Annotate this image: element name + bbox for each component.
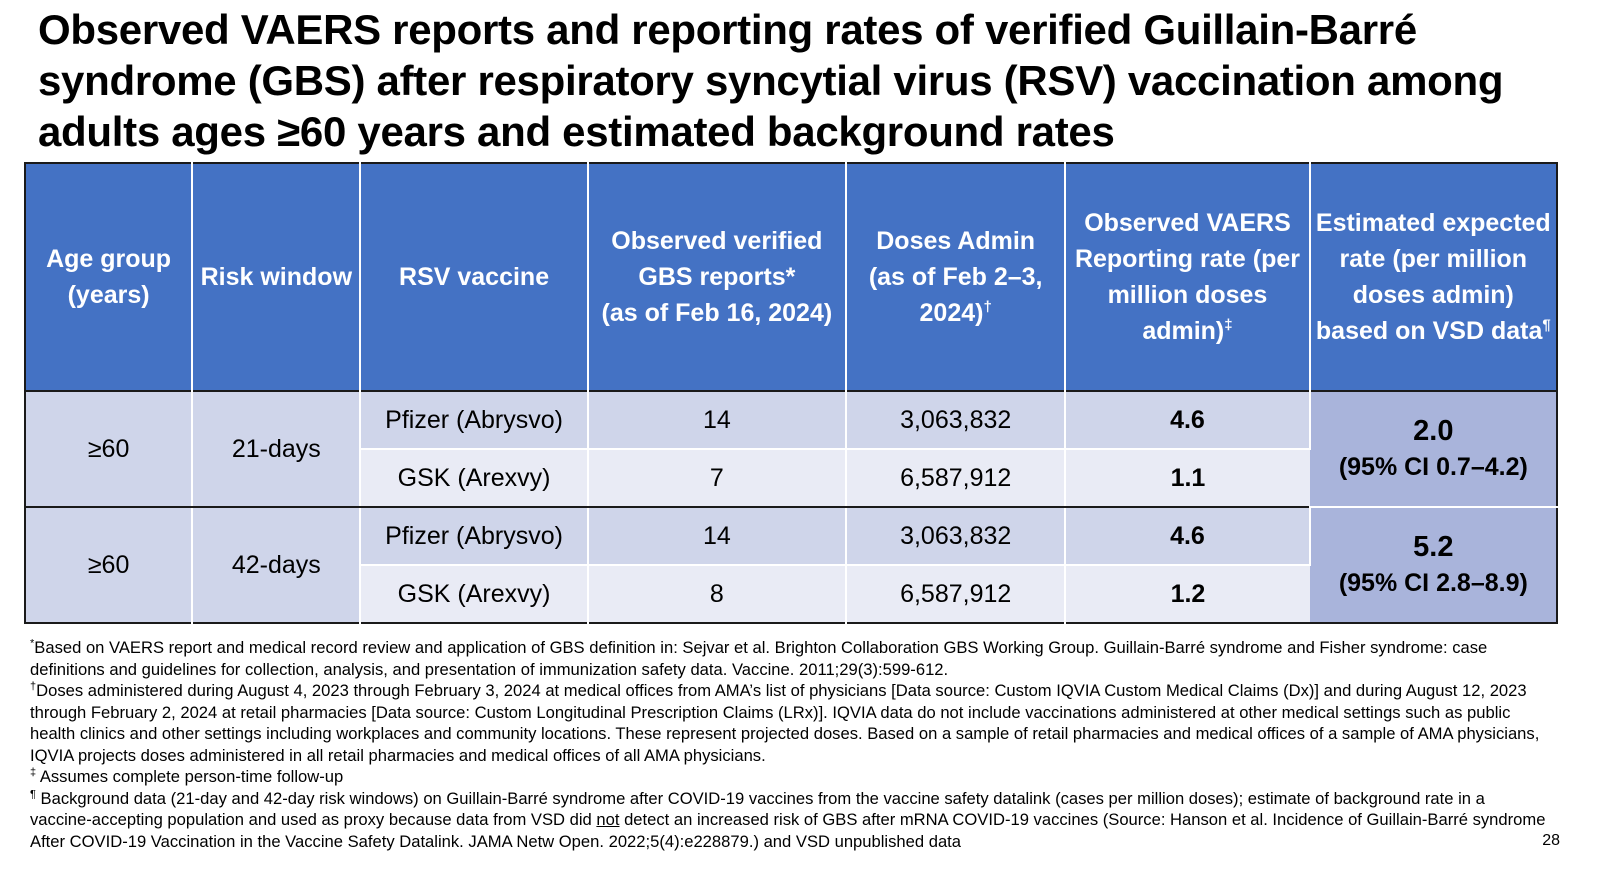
reports-cell: 14 <box>587 391 848 450</box>
footnote-pilcrow-text-before: Background data (21-day and 42-day risk … <box>30 788 1485 830</box>
table-header-row: Age group (years) Risk window RSV vaccin… <box>25 163 1557 391</box>
header-expected-rate-label: Estimated expected rate (per million dos… <box>1315 209 1551 345</box>
vaccine-cell: Pfizer (Abrysvo) <box>360 391 589 450</box>
expected-rate-ci: (95% CI 2.8–8.9) <box>1338 569 1528 597</box>
expected-rate-value: 5.2 <box>1413 531 1454 563</box>
expected-rate-cell: 2.0 (95% CI 0.7–4.2) <box>1309 391 1557 508</box>
vaccine-cell: GSK (Arexvy) <box>360 565 589 623</box>
vaccine-cell: GSK (Arexvy) <box>360 449 589 508</box>
header-doses-date: (as of Feb 2–3, 2024) <box>868 263 1043 327</box>
header-observed-reports-date: (as of Feb 16, 2024) <box>601 299 833 327</box>
header-reporting-rate: Observed VAERS Reporting rate (per milli… <box>1065 163 1311 391</box>
header-observed-reports-label: Observed verified GBS reports* <box>611 227 823 291</box>
footnote-star: *Based on VAERS report and medical recor… <box>30 637 1550 680</box>
header-expected-rate: Estimated expected rate (per million dos… <box>1309 163 1557 391</box>
age-group-cell: ≥60 <box>25 507 194 623</box>
dagger-mark: † <box>983 298 992 316</box>
gbs-rates-table: Age group (years) Risk window RSV vaccin… <box>24 162 1558 624</box>
table-row: ≥60 21-days Pfizer (Abrysvo) 14 3,063,83… <box>25 391 1557 508</box>
reports-cell: 8 <box>587 565 848 623</box>
header-reporting-rate-label: Observed VAERS Reporting rate (per milli… <box>1074 209 1300 345</box>
doses-cell: 6,587,912 <box>846 565 1067 623</box>
footnote-pilcrow-mark: ¶ <box>30 787 36 800</box>
header-age-group: Age group (years) <box>25 163 194 391</box>
header-risk-window: Risk window <box>192 163 362 391</box>
table-row: GSK (Arexvy) 7 6,587,912 1.1 <box>25 449 1557 508</box>
footnote-dagger-text: Doses administered during August 4, 2023… <box>30 681 1540 765</box>
reports-cell: 14 <box>587 507 848 566</box>
reporting-rate-cell: 4.6 <box>1065 507 1311 566</box>
reporting-rate-cell: 1.2 <box>1065 565 1310 623</box>
footnote-pilcrow-text-after: detect an increased risk of GBS after mR… <box>30 810 1546 851</box>
doses-cell: 3,063,832 <box>846 391 1067 450</box>
header-rsv-vaccine: RSV vaccine <box>360 163 589 391</box>
header-doses-label: Doses Admin <box>876 227 1036 255</box>
reporting-rate-cell: 1.1 <box>1065 449 1310 508</box>
footnote-star-mark: * <box>30 637 35 650</box>
header-observed-reports: Observed verified GBS reports* (as of Fe… <box>587 163 848 391</box>
footnotes: *Based on VAERS report and medical recor… <box>30 637 1550 852</box>
pilcrow-mark: ¶ <box>1542 316 1551 334</box>
double-dagger-mark: ‡ <box>1224 316 1233 334</box>
risk-window-cell: 21-days <box>192 391 362 508</box>
page-number: 28 <box>1542 832 1560 849</box>
footnote-dagger: †Doses administered during August 4, 202… <box>30 680 1550 766</box>
reports-cell: 7 <box>587 449 848 508</box>
footnote-star-text: Based on VAERS report and medical record… <box>30 638 1488 679</box>
slide-title: Observed VAERS reports and reporting rat… <box>38 6 1504 155</box>
doses-cell: 3,063,832 <box>846 507 1067 566</box>
reporting-rate-cell: 4.6 <box>1065 391 1311 450</box>
table-row: GSK (Arexvy) 8 6,587,912 1.2 <box>25 565 1557 623</box>
footnote-double-dagger: ‡ Assumes complete person-time follow-up <box>30 766 1550 788</box>
header-doses-admin: Doses Admin (as of Feb 2–3, 2024)† <box>846 163 1067 391</box>
vaccine-cell: Pfizer (Abrysvo) <box>360 507 589 566</box>
expected-rate-value: 2.0 <box>1413 415 1454 447</box>
table-row: ≥60 42-days Pfizer (Abrysvo) 14 3,063,83… <box>25 507 1557 623</box>
footnote-dagger-mark: † <box>30 680 37 693</box>
age-group-cell: ≥60 <box>25 391 194 508</box>
footnote-pilcrow: ¶ Background data (21-day and 42-day ris… <box>30 788 1550 853</box>
expected-rate-cell: 5.2 (95% CI 2.8–8.9) <box>1309 507 1557 623</box>
expected-rate-ci: (95% CI 0.7–4.2) <box>1338 453 1528 481</box>
doses-cell: 6,587,912 <box>846 449 1067 508</box>
footnote-double-dagger-text: Assumes complete person-time follow-up <box>36 767 344 786</box>
risk-window-cell: 42-days <box>192 507 362 623</box>
footnote-pilcrow-emphasis: not <box>596 810 620 829</box>
footnote-double-dagger-mark: ‡ <box>30 766 37 779</box>
